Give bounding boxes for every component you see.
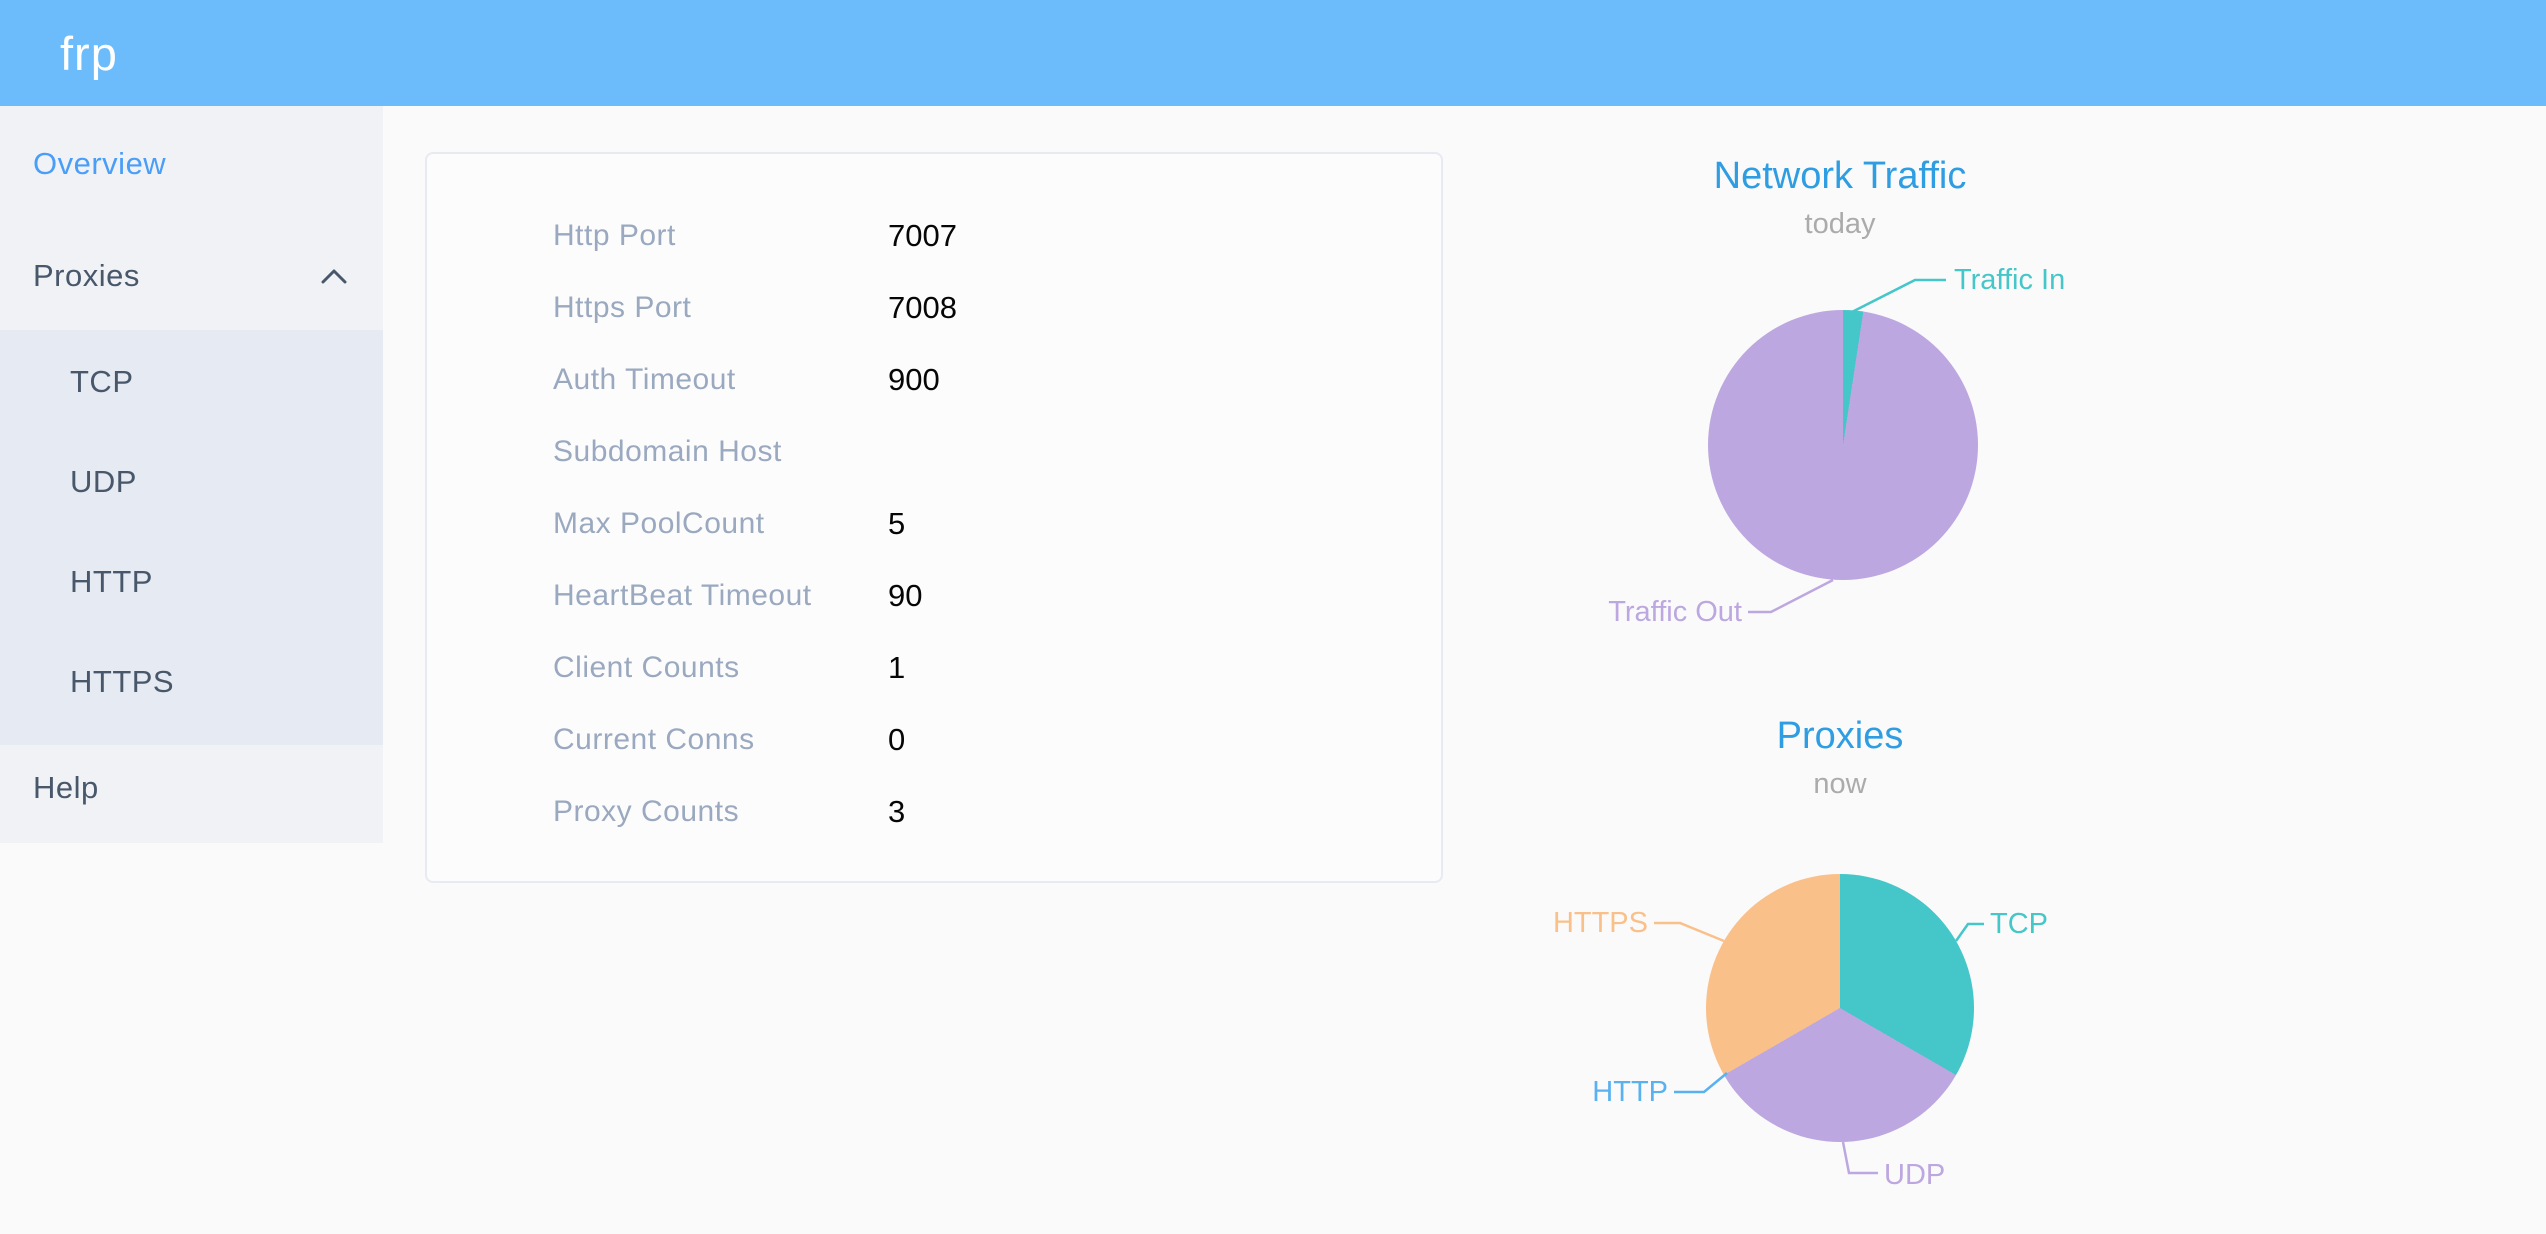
config-label: Auth Timeout	[553, 363, 736, 396]
config-label: Subdomain Host	[553, 435, 782, 468]
udp-slice-label: UDP	[1884, 1159, 1946, 1191]
config-row: Client Counts 1	[427, 632, 1441, 704]
config-label: Https Port	[553, 291, 692, 324]
network-traffic-chart-title: Network Traffic	[1713, 155, 1967, 197]
sidebar-item-overview[interactable]: Overview	[0, 128, 383, 200]
config-row: Http Port 7007	[427, 200, 1441, 272]
config-row: Proxy Counts 3	[427, 776, 1441, 848]
config-value: 7008	[888, 290, 957, 325]
network-traffic-chart-subtitle: today	[1804, 208, 1876, 240]
config-label: Max PoolCount	[553, 507, 765, 540]
http-slice-label: HTTP	[1592, 1076, 1668, 1108]
config-label: Current Conns	[553, 723, 755, 756]
sidebar-nav: Overview Proxies TCP UDP HTTP HTTPS Help	[0, 106, 383, 843]
config-label: HeartBeat Timeout	[553, 579, 812, 612]
config-row: HeartBeat Timeout 90	[427, 560, 1441, 632]
config-value: 900	[888, 362, 940, 397]
tcp-slice-label: TCP	[1990, 908, 2048, 940]
https-slice-label: HTTPS	[1552, 907, 1648, 939]
server-config-card: Http Port 7007 Https Port 7008 Auth Time…	[425, 152, 1443, 883]
config-value: 90	[888, 578, 923, 613]
sidebar-item-https[interactable]: HTTPS	[0, 646, 383, 718]
config-row: Max PoolCount 5	[427, 488, 1441, 560]
proxies-submenu: TCP UDP HTTP HTTPS	[0, 330, 383, 745]
proxies-chart-title: Proxies	[1776, 715, 1904, 757]
traffic-in-label-line	[1851, 278, 1946, 314]
config-row: Auth Timeout 900	[427, 344, 1441, 416]
config-label: Client Counts	[553, 651, 740, 684]
tcp-label-line	[1954, 922, 1984, 942]
sidebar-item-label: Proxies	[33, 258, 140, 293]
sidebar-item-label: Overview	[33, 146, 167, 181]
traffic-in-slice-label: Traffic In	[1954, 264, 2066, 296]
config-value: 3	[888, 794, 906, 829]
http-label-line	[1674, 1072, 1728, 1094]
config-label: Proxy Counts	[553, 795, 740, 828]
traffic-out-label-line	[1748, 578, 1834, 614]
sidebar-item-label: Help	[33, 770, 99, 805]
network-traffic-pie-chart[interactable]	[1708, 310, 1978, 580]
proxies-chart-subtitle: now	[1813, 768, 1867, 800]
udp-label-line	[1841, 1141, 1878, 1175]
sidebar-item-proxies[interactable]: Proxies	[0, 240, 383, 312]
app-logo: frp	[60, 26, 118, 80]
sidebar-item-label: UDP	[70, 464, 137, 499]
config-value: 1	[888, 650, 906, 685]
config-row: Subdomain Host	[427, 416, 1441, 488]
config-row: Https Port 7008	[427, 272, 1441, 344]
sidebar-item-help[interactable]: Help	[0, 752, 383, 824]
proxies-pie-chart[interactable]	[1706, 874, 1974, 1142]
https-label-line	[1654, 921, 1725, 943]
sidebar-item-http[interactable]: HTTP	[0, 546, 383, 618]
chevron-up-icon	[321, 269, 347, 284]
config-label: Http Port	[553, 219, 676, 252]
config-value: 0	[888, 722, 906, 757]
sidebar-item-tcp[interactable]: TCP	[0, 346, 383, 418]
config-value: 5	[888, 506, 906, 541]
sidebar-item-label: TCP	[70, 364, 134, 399]
config-row: Current Conns 0	[427, 704, 1441, 776]
app-header: frp	[0, 0, 2546, 106]
sidebar-item-udp[interactable]: UDP	[0, 446, 383, 518]
config-value: 7007	[888, 218, 957, 253]
sidebar-item-label: HTTPS	[70, 664, 175, 699]
traffic-out-slice-label: Traffic Out	[1608, 596, 1742, 628]
sidebar-item-label: HTTP	[70, 564, 153, 599]
